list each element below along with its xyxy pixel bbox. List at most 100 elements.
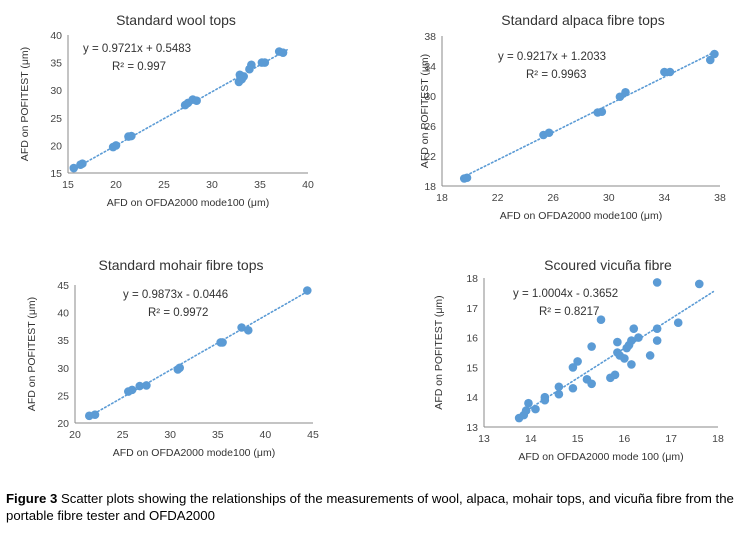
- wool-y-tick-label: 30: [50, 85, 62, 97]
- alpaca-data-point: [462, 173, 472, 183]
- alpaca-trendline: [462, 51, 716, 178]
- vicuna-data-point: [573, 357, 582, 366]
- vicuna-y-axis-label: AFD on POFITEST (μm): [433, 295, 445, 409]
- chart-vicuna: Scoured vicuña fibre 13 14 15 16 17 18 13 14 15 16…: [376, 245, 752, 490]
- vicuna-data-point: [652, 324, 662, 333]
- alpaca-data-point: [597, 107, 607, 117]
- mohair-data-point: [135, 381, 145, 391]
- mohair-y-tick-label: 35: [57, 335, 69, 347]
- vicuna-r-squared: R² = 0.8217: [539, 306, 599, 318]
- alpaca-data-point: [665, 67, 675, 77]
- mohair-data-point: [127, 385, 137, 395]
- vicuna-data-point: [620, 354, 629, 363]
- vicuna-x-axis-label: AFD on OFDA2000 mode 100 (μm): [518, 451, 683, 463]
- figure-caption: Figure 3 Scatter plots showing the relat…: [6, 490, 746, 524]
- vicuna-data-point: [694, 279, 704, 289]
- alpaca-y-tick-label: 22: [424, 151, 436, 163]
- vicuna-data-point: [587, 379, 596, 389]
- wool-x-tick-label: 15: [62, 179, 74, 191]
- vicuna-x-tick-label: 17: [665, 433, 677, 445]
- wool-trendline: [72, 48, 290, 171]
- alpaca-y-tick-label: 38: [424, 31, 436, 43]
- alpaca-data-point: [705, 55, 715, 65]
- mohair-trendline: [86, 289, 310, 419]
- mohair-r-squared: R² = 0.9972: [148, 307, 208, 319]
- wool-y-tick-label: 25: [50, 113, 62, 125]
- vicuna-x-tick-label: 14: [525, 433, 537, 445]
- vicuna-data-point: [634, 333, 643, 342]
- chart-mohair: Standard mohair fibre tops 20 25 30 35 40 45 20…: [0, 245, 376, 490]
- mohair-y-tick-label: 30: [57, 363, 69, 375]
- chart-vicuna-svg: Scoured vicuña fibre 13 14 15 16 17 18 13 14 15 16…: [433, 257, 724, 463]
- vicuna-x-tick-label: 16: [619, 433, 631, 445]
- vicuna-y-tick-label: 18: [466, 273, 478, 285]
- vicuna-data-point: [613, 337, 622, 347]
- vicuna-y-tick-label: 14: [466, 392, 478, 404]
- mohair-x-tick-label: 30: [164, 429, 176, 441]
- alpaca-x-tick-label: 34: [659, 192, 671, 204]
- vicuna-data-point: [645, 351, 655, 360]
- wool-data-point: [127, 131, 136, 141]
- chart-wool-svg: Standard wool tops 15 20 25 30 35 40 15 20 25 30 35…: [19, 12, 314, 209]
- alpaca-x-tick-label: 22: [492, 192, 504, 204]
- wool-data-point: [247, 60, 256, 70]
- vicuna-data-point: [673, 318, 683, 327]
- wool-x-tick-label: 20: [110, 179, 122, 191]
- mohair-y-tick-label: 40: [57, 308, 69, 320]
- alpaca-data-point: [621, 87, 630, 97]
- alpaca-y-tick-label: 30: [424, 91, 436, 103]
- mohair-y-tick-label: 45: [57, 280, 69, 292]
- mohair-title: Standard mohair fibre tops: [99, 257, 264, 273]
- alpaca-y-tick-label: 18: [424, 181, 436, 193]
- vicuna-equation: y = 1.0004x - 0.3652: [513, 288, 618, 300]
- chart-wool: Standard wool tops 15 20 25 30 35 40 15 20 25 30 35…: [0, 0, 376, 245]
- wool-data-point: [192, 96, 201, 105]
- wool-data-point: [69, 163, 79, 173]
- vicuna-x-tick-label: 13: [478, 433, 490, 445]
- vicuna-data-point: [652, 278, 662, 287]
- alpaca-title: Standard alpaca fibre tops: [501, 12, 664, 28]
- mohair-equation: y = 0.9873x - 0.0446: [123, 289, 228, 301]
- alpaca-y-tick-label: 26: [424, 121, 436, 133]
- vicuna-x-tick-label: 18: [712, 433, 724, 445]
- alpaca-x-tick-label: 26: [547, 192, 559, 204]
- vicuna-data-point: [554, 389, 564, 399]
- wool-y-tick-label: 15: [50, 168, 62, 180]
- alpaca-data-point: [544, 128, 554, 138]
- alpaca-equation: y = 0.9217x + 1.2033: [498, 51, 606, 63]
- wool-data-point: [278, 48, 288, 57]
- vicuna-data-point: [629, 324, 639, 333]
- vicuna-data-point: [524, 398, 533, 408]
- mohair-data-point: [90, 410, 100, 420]
- vicuna-data-point: [610, 370, 620, 380]
- vicuna-y-tick-label: 15: [466, 362, 478, 374]
- wool-y-tick-label: 40: [50, 30, 62, 42]
- mohair-data-point: [243, 325, 253, 335]
- mohair-x-tick-label: 45: [307, 429, 319, 441]
- alpaca-x-axis-label: AFD on OFDA2000 mode100 (μm): [500, 210, 662, 222]
- alpaca-x-tick-label: 30: [603, 192, 615, 204]
- vicuna-y-tick-label: 16: [466, 333, 478, 345]
- wool-title: Standard wool tops: [116, 12, 236, 28]
- wool-data-point: [78, 159, 87, 168]
- wool-x-axis-label: AFD on OFDA2000 mode100 (μm): [107, 197, 269, 209]
- mohair-x-axis-label: AFD on OFDA2000 mode100 (μm): [113, 447, 275, 459]
- wool-y-axis-label: AFD on POFITEST (μm): [19, 47, 31, 161]
- mohair-x-tick-label: 20: [69, 429, 81, 441]
- vicuna-data-point: [521, 406, 531, 415]
- wool-x-tick-label: 40: [302, 179, 314, 191]
- wool-x-tick-label: 25: [158, 179, 170, 191]
- mohair-data-point: [175, 363, 185, 373]
- mohair-data-point: [218, 338, 227, 347]
- chart-mohair-svg: Standard mohair fibre tops 20 25 30 35 40 45 20…: [26, 257, 319, 459]
- vicuna-title: Scoured vicuña fibre: [544, 257, 672, 273]
- alpaca-y-tick-label: 34: [424, 61, 436, 73]
- mohair-y-tick-label: 20: [57, 418, 69, 430]
- wool-data-point: [239, 72, 248, 81]
- vicuna-y-tick-label: 17: [466, 303, 478, 315]
- wool-y-tick-label: 20: [50, 140, 62, 152]
- vicuna-data-point: [554, 382, 564, 392]
- vicuna-data-point: [568, 363, 578, 372]
- mohair-data-point: [237, 323, 246, 332]
- vicuna-data-point: [540, 395, 550, 405]
